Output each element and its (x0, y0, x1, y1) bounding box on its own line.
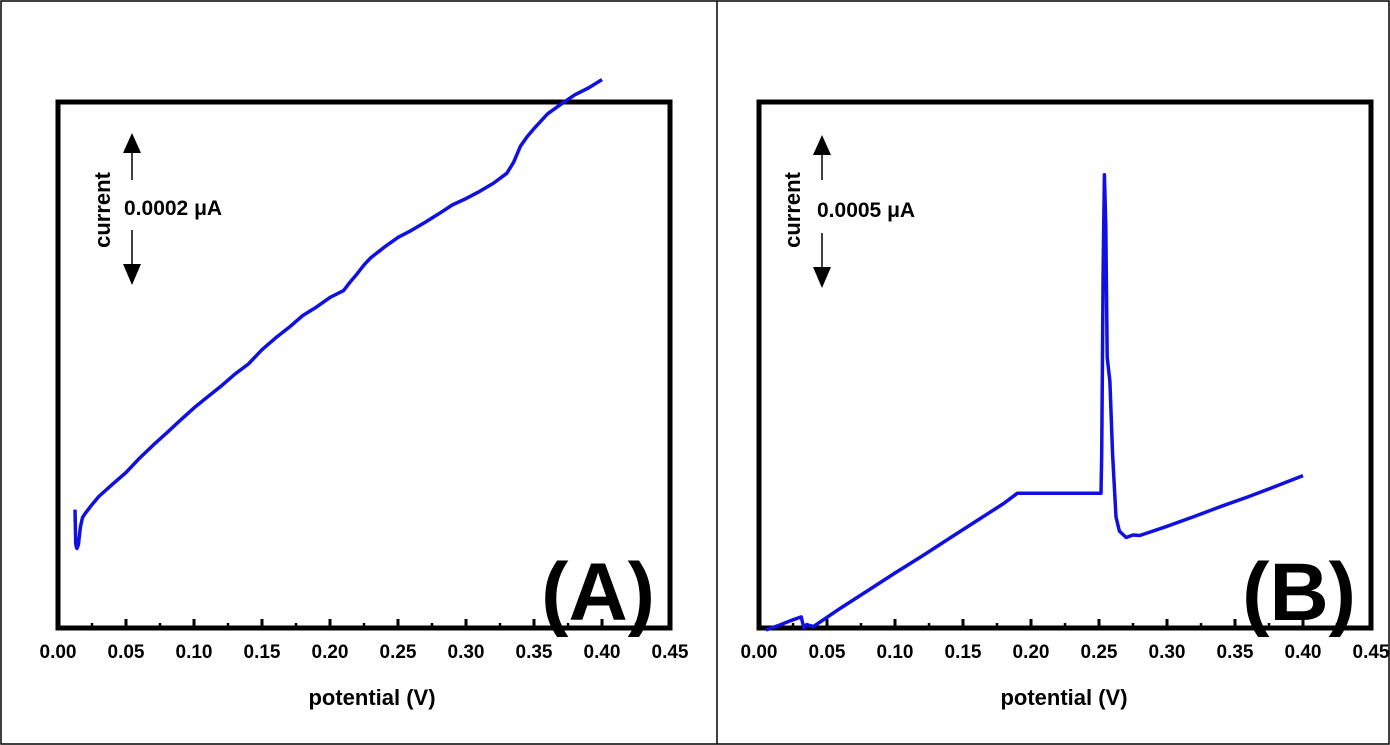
x-tick-label: 0.20 (312, 642, 349, 663)
x-tick-label: 0.25 (380, 642, 417, 663)
x-tick-label: 0.00 (741, 642, 778, 663)
x-tick-label: 0.00 (40, 642, 77, 663)
x-tick-label: 0.05 (809, 642, 846, 663)
x-tick-label: 0.30 (1149, 642, 1186, 663)
x-axis-title: potential (V) (1000, 685, 1127, 710)
panel-label: (A) (541, 547, 655, 638)
x-tick-label: 0.25 (1081, 642, 1118, 663)
x-tick-label: 0.45 (652, 642, 689, 663)
arrowhead-down-icon (813, 267, 831, 288)
x-axis-tick-labels: 0.00 0.05 0.10 0.15 0.20 0.25 0.30 0.35 0.40 0.45 (741, 642, 1390, 663)
x-axis-title: potential (V) (308, 685, 435, 710)
x-tick-label: 0.35 (1217, 642, 1254, 663)
chart-panel-a: 0.00 0.05 0.10 0.15 0.20 0.25 0.30 0.35 0.40 0.45… (40, 78, 689, 710)
x-tick-label: 0.15 (244, 642, 281, 663)
plot-frame (756, 99, 1374, 631)
x-tick-label: 0.05 (108, 642, 145, 663)
x-axis-ticks (757, 619, 1373, 628)
panel-label: (B) (1242, 547, 1356, 638)
data-line (73, 78, 603, 551)
scale-bar-label: 0.0005 μA (817, 199, 915, 222)
data-line (765, 172, 1304, 632)
plot-frame (55, 99, 673, 631)
x-tick-label: 0.40 (584, 642, 621, 663)
y-axis-title: current (780, 171, 805, 247)
x-tick-label: 0.15 (945, 642, 982, 663)
arrowhead-up-icon (813, 135, 831, 155)
x-tick-label: 0.35 (516, 642, 553, 663)
x-tick-label: 0.45 (1353, 642, 1390, 663)
x-tick-label: 0.20 (1013, 642, 1050, 663)
scale-bar-label: 0.0002 μA (124, 197, 222, 220)
current-scale-indicator: current 0.0005 μA (780, 135, 915, 288)
arrowhead-down-icon (123, 264, 141, 285)
x-tick-label: 0.40 (1285, 642, 1322, 663)
chart-panel-b: 0.00 0.05 0.10 0.15 0.20 0.25 0.30 0.35 0.40 0.45… (741, 99, 1390, 710)
x-tick-label: 0.10 (877, 642, 914, 663)
arrowhead-up-icon (123, 133, 141, 153)
current-scale-indicator: current 0.0002 μA (90, 133, 222, 285)
x-axis-tick-labels: 0.00 0.05 0.10 0.15 0.20 0.25 0.30 0.35 0.40 0.45 (40, 642, 689, 663)
y-axis-title: current (90, 171, 115, 247)
x-axis-ticks (56, 619, 672, 628)
x-tick-label: 0.30 (448, 642, 485, 663)
x-tick-label: 0.10 (176, 642, 213, 663)
